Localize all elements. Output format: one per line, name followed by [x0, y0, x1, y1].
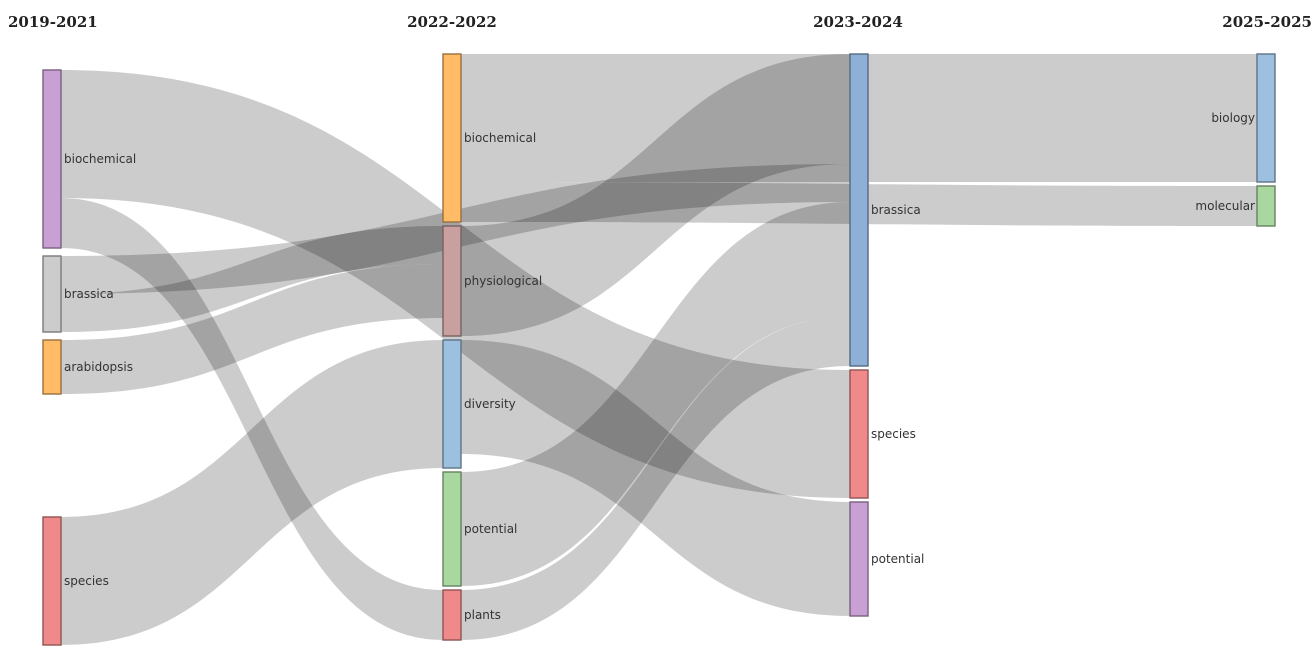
node-label-mo25: molecular	[1195, 199, 1255, 213]
flow-nodes	[42, 53, 1276, 646]
flow-link-br19-to-ph22[interactable]	[61, 226, 443, 332]
period-header-2023-2024: 2023-2024	[813, 13, 903, 31]
node-label-ph22: physiological	[464, 274, 542, 288]
node-ar19[interactable]	[42, 339, 62, 395]
node-label-sp23: species	[871, 427, 916, 441]
node-label-ar19: arabidopsis	[64, 360, 133, 374]
period-headers: 2019-2021 2022-2022 2023-2024 2025-2025	[8, 13, 1312, 31]
node-label-b19: biochemical	[64, 152, 136, 166]
node-b19[interactable]	[42, 69, 62, 249]
node-label-po23: potential	[871, 552, 924, 566]
node-label-br23: brassica	[871, 203, 921, 217]
flow-link-dv22-to-po23[interactable]	[461, 340, 850, 616]
flow-link-sp19-to-dv22[interactable]	[61, 340, 443, 645]
flow-links	[61, 54, 1257, 645]
node-label-b22: biochemical	[464, 131, 536, 145]
node-sp19[interactable]	[42, 516, 62, 646]
node-bi25[interactable]	[1256, 53, 1276, 183]
node-po22[interactable]	[442, 471, 462, 587]
flow-link-po22-to-br23[interactable]	[461, 202, 850, 586]
period-header-2022-2022: 2022-2022	[407, 13, 497, 31]
node-labels: biochemical brassica arabidopsis species bio…	[64, 111, 1255, 622]
node-label-br19: brassica	[64, 287, 114, 301]
period-header-2025-2025: 2025-2025	[1222, 13, 1312, 31]
node-label-sp19: species	[64, 574, 109, 588]
flow-link-ph22-to-br23[interactable]	[461, 54, 850, 336]
node-label-bi25: biology	[1211, 111, 1255, 125]
period-header-2019-2021: 2019-2021	[8, 13, 98, 31]
node-pl22[interactable]	[442, 589, 462, 641]
node-po23[interactable]	[849, 501, 869, 617]
node-label-dv22: diversity	[464, 397, 516, 411]
node-label-pl22: plants	[464, 608, 501, 622]
flow-link-b19-to-pl22[interactable]	[61, 198, 443, 640]
node-ph22[interactable]	[442, 225, 462, 337]
flow-link-ar19-to-ph22[interactable]	[61, 264, 443, 394]
node-br19[interactable]	[42, 255, 62, 333]
node-sp23[interactable]	[849, 369, 869, 499]
node-b22[interactable]	[442, 53, 462, 223]
node-label-po22: potential	[464, 522, 517, 536]
node-dv22[interactable]	[442, 339, 462, 469]
node-mo25[interactable]	[1256, 185, 1276, 227]
flow-link-pl22-to-br23[interactable]	[461, 316, 850, 640]
node-br23[interactable]	[849, 53, 869, 367]
